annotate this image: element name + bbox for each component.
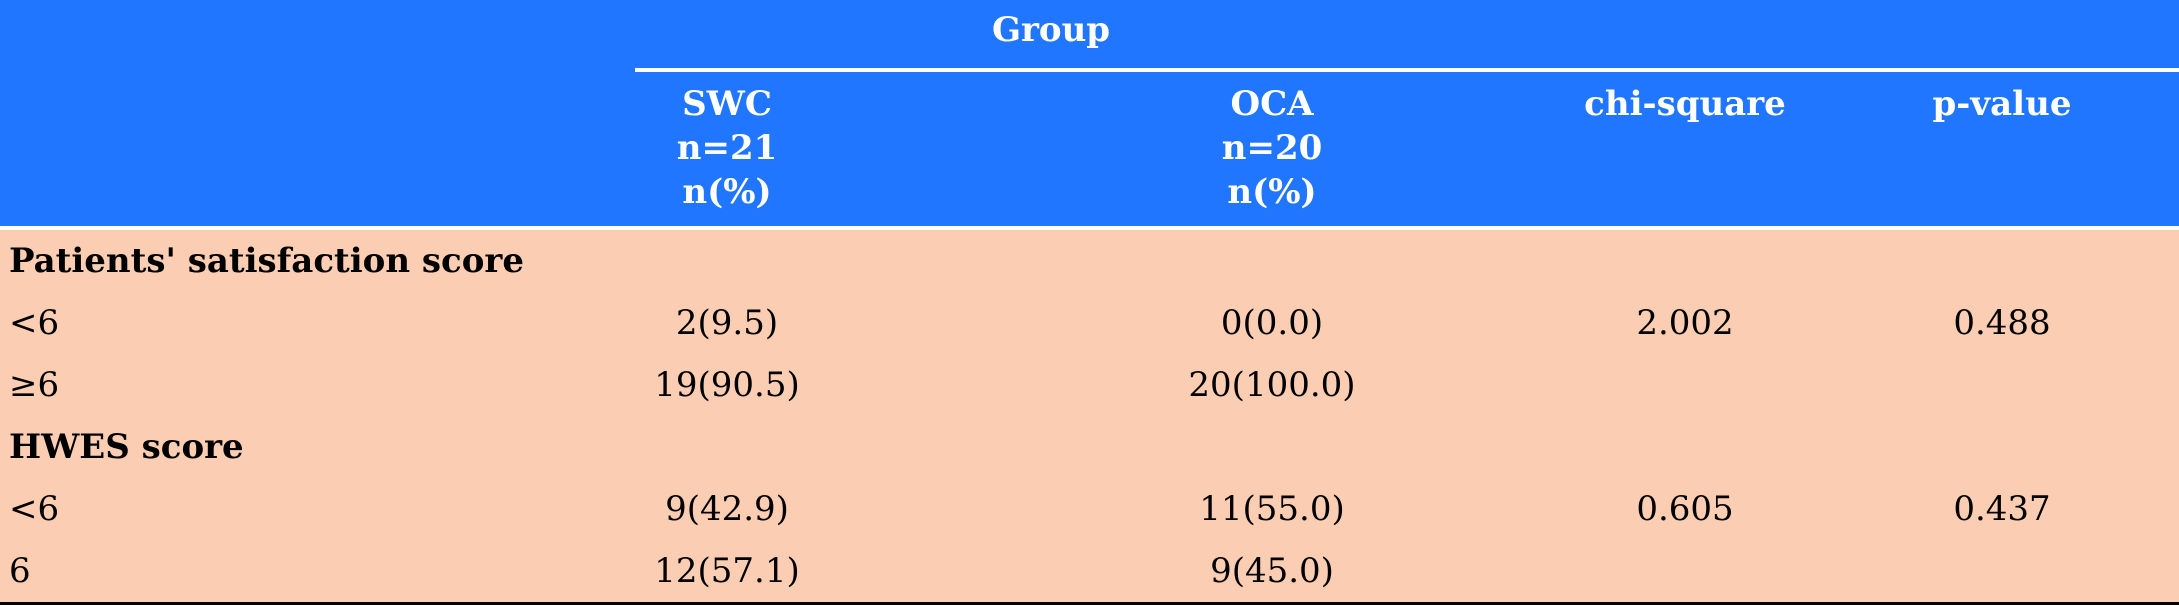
table-body: Patients' satisfaction score <6 2(9.5) 0… — [0, 226, 2179, 605]
cell-oca: 0(0.0) — [1185, 292, 1545, 354]
section-title: HWES score — [0, 416, 635, 478]
cell-p: 0.488 — [1865, 292, 2179, 354]
cell-swc-value: 19(90.5) — [654, 365, 800, 405]
cell-oca: 9(45.0) — [1185, 540, 1545, 605]
header-swc-n: n=21 — [676, 128, 778, 168]
row-label: <6 — [0, 292, 635, 354]
cell-swc-value: 12(57.1) — [654, 551, 800, 591]
group-header: Group — [635, 0, 2179, 72]
section-title: Patients' satisfaction score — [0, 226, 635, 292]
table-row: <6 9(42.9) 11(55.0) 0.605 0.437 — [0, 478, 2179, 540]
header-swc-name: SWC — [682, 84, 772, 124]
cell-swc: 2(9.5) — [635, 292, 1185, 354]
cell-oca-value: 11(55.0) — [1199, 489, 1345, 529]
header-p-label: p-value — [1932, 84, 2072, 124]
header-oca-n: n=20 — [1221, 128, 1323, 168]
header-swc-unit: n(%) — [682, 172, 772, 212]
cell-chi — [1545, 354, 1865, 416]
table-row: ≥6 19(90.5) 20(100.0) — [0, 354, 2179, 416]
section-row: Patients' satisfaction score — [0, 226, 2179, 292]
header-empty-cell — [0, 0, 635, 70]
cell-swc: 9(42.9) — [635, 478, 1185, 540]
row-label: <6 — [0, 478, 635, 540]
table-header: Group SWC n=21 n(%) OCA n=20 n(%) chi — [0, 0, 2179, 228]
cell-swc-value: 2(9.5) — [675, 303, 779, 343]
section-row: HWES score — [0, 416, 2179, 478]
cell-oca-value: 0(0.0) — [1220, 303, 1324, 343]
cell-oca-value: 20(100.0) — [1188, 365, 1356, 405]
header-chi-label: chi-square — [1584, 84, 1786, 124]
cell-p — [1865, 354, 2179, 416]
cell-p-value: 0.437 — [1953, 489, 2051, 529]
group-label: Group — [991, 10, 1111, 50]
cell-chi-value: 2.002 — [1636, 303, 1734, 343]
header-oca: OCA n=20 n(%) — [1185, 70, 1545, 228]
header-oca-name: OCA — [1230, 84, 1314, 124]
cell-chi-value: 0.605 — [1636, 489, 1734, 529]
row-label: ≥6 — [0, 354, 635, 416]
cell-p: 0.437 — [1865, 478, 2179, 540]
cell-chi — [1545, 540, 1865, 605]
header-p-value: p-value — [1865, 70, 2179, 228]
header-swc: SWC n=21 n(%) — [635, 70, 1185, 228]
header-chi-square: chi-square — [1545, 70, 1865, 228]
cell-swc-value: 9(42.9) — [665, 489, 789, 529]
cell-p — [1865, 540, 2179, 605]
cell-swc: 19(90.5) — [635, 354, 1185, 416]
cell-oca: 20(100.0) — [1185, 354, 1545, 416]
cell-swc: 12(57.1) — [635, 540, 1185, 605]
cell-p-value: 0.488 — [1953, 303, 2051, 343]
row-label: 6 — [0, 540, 635, 605]
cell-chi: 0.605 — [1545, 478, 1865, 540]
cell-oca: 11(55.0) — [1185, 478, 1545, 540]
header-oca-unit: n(%) — [1227, 172, 1317, 212]
header-label-cell — [0, 70, 635, 228]
table-row: 6 12(57.1) 9(45.0) — [0, 540, 2179, 605]
table-row: <6 2(9.5) 0(0.0) 2.002 0.488 — [0, 292, 2179, 354]
cell-chi: 2.002 — [1545, 292, 1865, 354]
cell-oca-value: 9(45.0) — [1210, 551, 1334, 591]
